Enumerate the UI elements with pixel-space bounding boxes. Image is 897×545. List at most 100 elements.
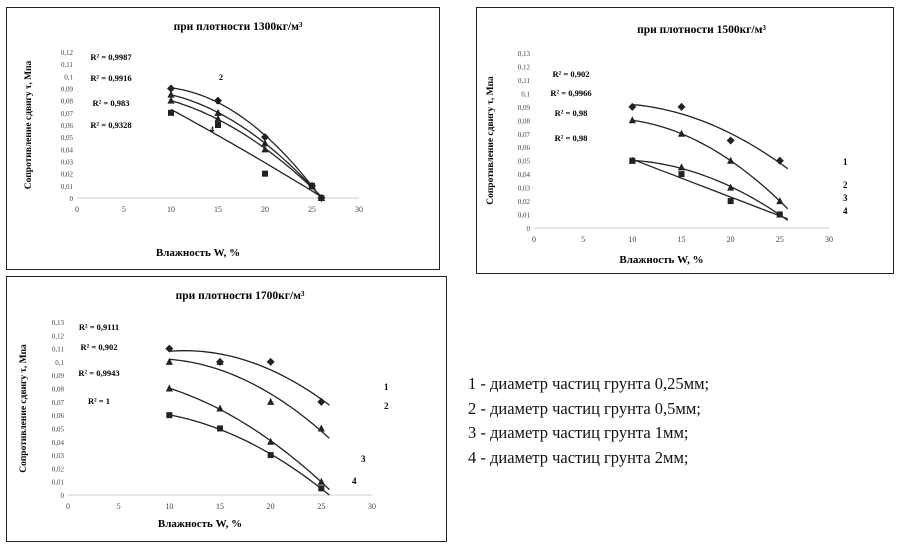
y-tick-label: 0,1 — [55, 359, 64, 367]
r2-label: R² = 0,9943 — [78, 368, 119, 378]
trendline-series-2 — [170, 94, 322, 198]
y-tick-label: 0,09 — [52, 372, 65, 380]
chart-1500: при плотности 1500кг/м³ Влажность W, % Соп… — [486, 24, 848, 266]
r2-label: R² = 0,9966 — [550, 88, 591, 98]
y-tick-label: 0,1 — [64, 73, 73, 81]
data-point — [317, 397, 326, 406]
data-point — [261, 145, 269, 153]
x-tick-label: 25 — [308, 205, 316, 214]
legend-item-2: 2 - диаметр частиц грунта 0,5мм; — [468, 398, 701, 418]
y-tick-label: 0,06 — [52, 412, 65, 420]
y-tick-label: 0,08 — [518, 117, 531, 125]
chart-1300: при плотности 1300кг/м³ Влажность W, % Соп… — [24, 21, 363, 259]
data-point — [677, 129, 686, 137]
r2-label: R² = 1 — [88, 396, 110, 406]
series-1: 1 — [628, 102, 848, 170]
y-axis-label: Сопротивление сдвигу τ, Мпа — [486, 76, 496, 205]
trendline-series-4 — [169, 414, 330, 496]
r2-label: R² = 0,9111 — [79, 322, 119, 332]
r2-label: R² = 0,9987 — [90, 52, 132, 62]
x-tick-label: 10 — [167, 205, 175, 214]
trendline-series-3 — [170, 99, 322, 198]
trendline-series-1 — [169, 350, 330, 406]
y-tick-label: 0,01 — [52, 479, 65, 487]
x-tick-label: 30 — [825, 235, 833, 244]
series-number-label: 1 — [843, 157, 848, 167]
series-number-label: 2 — [219, 73, 223, 82]
x-tick-label: 15 — [214, 205, 222, 214]
x-tick-label: 5 — [122, 205, 126, 214]
data-point — [261, 133, 269, 142]
series-number-label: 3 — [361, 454, 366, 464]
y-tick-label: 0,01 — [518, 212, 531, 220]
y-tick-label: 0,11 — [61, 61, 73, 69]
x-tick-label: 15 — [216, 502, 224, 511]
y-tick-label: 0,07 — [518, 131, 531, 139]
y-tick-label: 0,02 — [52, 465, 65, 473]
data-point — [261, 139, 269, 147]
x-tick-label: 20 — [727, 235, 735, 244]
series-number-label: 1 — [384, 382, 389, 392]
x-axis-label: Влажность W, % — [619, 254, 703, 266]
chart-panel-1300: при плотности 1300кг/м³ Влажность W, % Соп… — [6, 7, 440, 270]
y-tick-label: 0,12 — [52, 332, 65, 340]
y-tick-label: 0,11 — [518, 77, 530, 85]
x-tick-label: 30 — [368, 502, 376, 511]
x-tick-label: 0 — [66, 502, 70, 511]
data-point — [266, 357, 275, 366]
data-point — [168, 109, 174, 116]
data-point — [165, 384, 173, 392]
r2-label: R² = 0,98 — [555, 108, 588, 118]
r2-label: R² = 0,983 — [93, 98, 130, 108]
data-point — [167, 90, 175, 98]
data-point — [776, 197, 784, 205]
series-3 — [167, 96, 325, 201]
y-tick-label: 0,02 — [61, 171, 74, 179]
x-tick-label: 5 — [581, 235, 585, 244]
data-point — [216, 404, 224, 412]
r2-label: R² = 0,9328 — [90, 120, 131, 130]
data-point — [775, 156, 784, 165]
y-tick-label: 0,13 — [518, 50, 531, 58]
x-tick-label: 15 — [678, 235, 686, 244]
data-point — [267, 437, 275, 445]
y-tick-label: 0,05 — [61, 134, 74, 142]
trendline-series-1 — [632, 103, 789, 170]
chart-title: при плотности 1700кг/м³ — [176, 290, 305, 302]
legend-item-3: 3 - диаметр частиц грунта 1мм; — [468, 423, 689, 442]
trendline-series-2 — [632, 119, 789, 210]
y-tick-label: 0,04 — [518, 171, 531, 179]
data-point — [214, 114, 222, 122]
x-tick-label: 0 — [532, 235, 536, 244]
y-tick-label: 0,08 — [52, 386, 65, 394]
x-tick-label: 20 — [261, 205, 269, 214]
data-point — [628, 102, 637, 111]
series-number-label: 4 — [210, 125, 214, 134]
y-tick-label: 0,04 — [61, 146, 74, 154]
series-number-label: 3 — [843, 193, 848, 203]
data-point — [317, 424, 325, 432]
y-tick-label: 0,09 — [61, 86, 74, 94]
y-tick-label: 0 — [70, 195, 74, 203]
series-number-label: 4 — [843, 206, 848, 216]
y-tick-label: 0,12 — [61, 49, 74, 57]
x-tick-label: 0 — [75, 205, 79, 214]
x-tick-label: 25 — [317, 502, 325, 511]
x-tick-label: 10 — [628, 235, 636, 244]
chart-title: при плотности 1300кг/м³ — [174, 21, 303, 33]
trendline-series-3 — [169, 387, 330, 491]
y-tick-label: 0,03 — [61, 159, 74, 167]
y-tick-label: 0,1 — [521, 90, 530, 98]
data-point — [165, 357, 173, 365]
data-point — [166, 412, 173, 419]
x-tick-label: 5 — [117, 502, 121, 511]
y-tick-label: 0,05 — [518, 158, 531, 166]
series-4 — [168, 108, 325, 201]
y-tick-label: 0,03 — [518, 185, 531, 193]
data-point — [214, 96, 222, 105]
data-point — [267, 452, 274, 459]
y-tick-label: 0 — [61, 492, 65, 500]
chart-panel-1500: при плотности 1500кг/м³ Влажность W, % Соп… — [476, 7, 894, 274]
chart-1700: при плотности 1700кг/м³ Влажность W, % Соп… — [19, 290, 389, 530]
data-point — [727, 183, 735, 191]
